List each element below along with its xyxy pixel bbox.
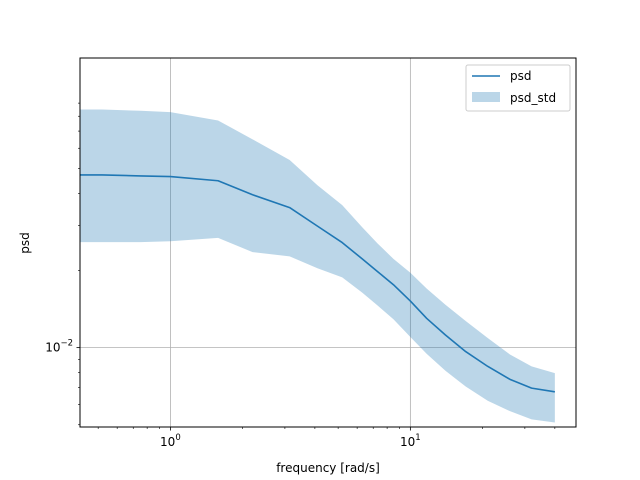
series-band-psd_std xyxy=(80,109,555,423)
x-tick-label-0: 100 xyxy=(160,433,181,449)
data-layer xyxy=(80,109,555,423)
grid xyxy=(80,58,576,427)
legend: psd psd_std xyxy=(465,64,571,112)
plot-area xyxy=(80,58,576,427)
y-tick-label-0: 10−2 xyxy=(45,339,73,355)
y-axis-title: psd xyxy=(18,232,32,254)
plot-frame xyxy=(79,57,577,428)
legend-psd-label: psd xyxy=(510,69,532,83)
x-axis-title: frequency [rad/s] xyxy=(276,461,380,475)
series-line-psd xyxy=(80,174,555,393)
ticks: 100 101 10−2 xyxy=(45,102,556,449)
x-tick-label-1: 101 xyxy=(400,433,421,449)
legend-psd-std-label: psd_std xyxy=(510,91,556,105)
legend-psd-std-swatch xyxy=(472,92,500,102)
